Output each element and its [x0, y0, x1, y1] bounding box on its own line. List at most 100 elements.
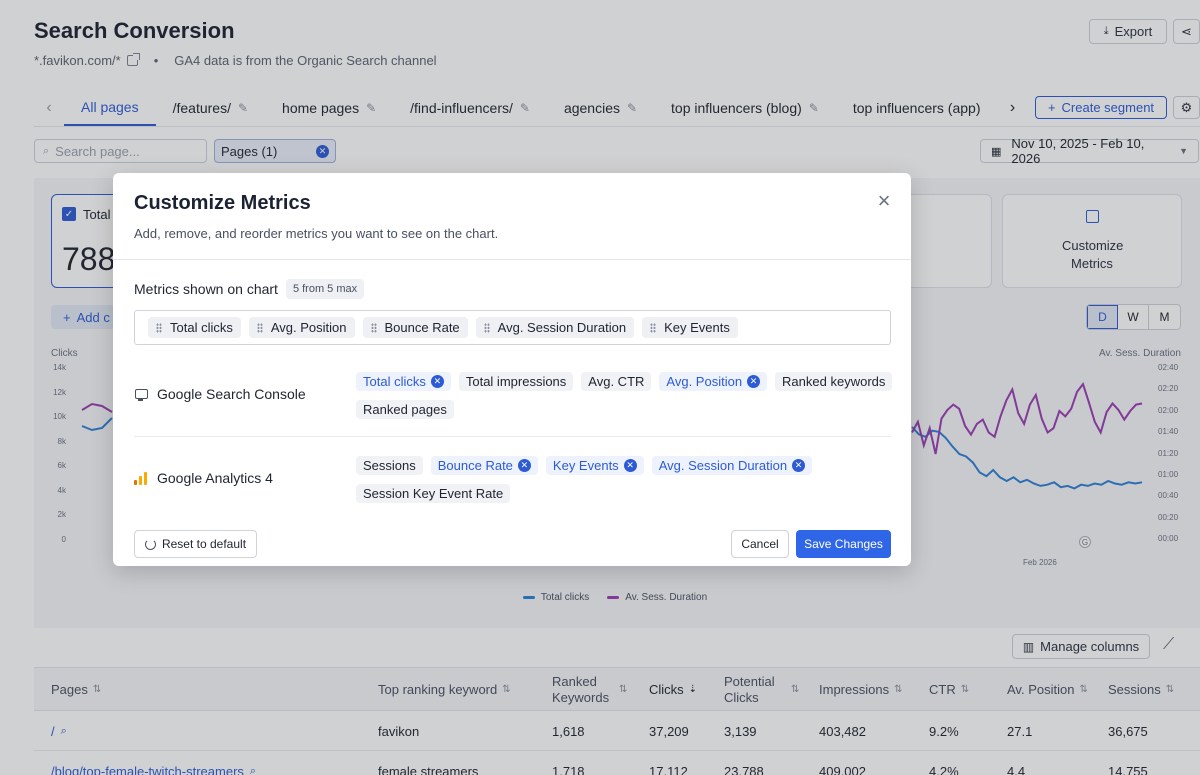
create-segment-button[interactable]: + Create segment [1035, 96, 1167, 119]
sort-icon[interactable]: ⇅ [502, 684, 511, 695]
export-button[interactable]: ⤓ Export [1089, 19, 1167, 44]
sort-icon[interactable]: ⇅ [92, 684, 102, 695]
manage-columns-label: Manage columns [1040, 639, 1140, 654]
save-changes-button[interactable]: Save Changes [796, 530, 891, 558]
drag-handle-icon[interactable] [483, 322, 490, 333]
remove-metric-icon[interactable]: ✕ [792, 459, 806, 472]
sort-icon[interactable]: ⇅ [1165, 684, 1175, 695]
sort-icon[interactable]: ⇅ [960, 684, 970, 695]
metrics-order-list: Total clicks Avg. Position Bounce Rate A… [134, 310, 891, 345]
columns-icon: ▥ [1022, 639, 1035, 654]
close-icon[interactable]: × [877, 188, 891, 213]
sort-icon[interactable]: ⇅ [894, 684, 903, 695]
pages-filter-chip[interactable]: Pages (1) ✕ [214, 139, 336, 163]
column-header-potential-clicks[interactable]: Potential Clicks ⇅ [724, 668, 799, 712]
drag-handle-icon[interactable] [650, 322, 657, 333]
tab-top-influencers-blog[interactable]: top influencers (blog) ✎ [654, 90, 836, 126]
granularity-month[interactable]: M [1159, 310, 1170, 324]
legend-item-sess-duration[interactable]: Av. Sess. Duration [607, 592, 707, 603]
add-comparison-button[interactable]: + Add c [51, 305, 116, 329]
axis-tick-label: 00:20 [1158, 512, 1179, 522]
ordered-metric-chip[interactable]: Total clicks [148, 317, 241, 338]
column-header-ranked-keywords[interactable]: Ranked Keywords ⇅ [552, 668, 627, 712]
manage-columns-button[interactable]: ▥ Manage columns [1012, 634, 1150, 659]
pencil-icon[interactable]: ✎ [366, 101, 377, 115]
metric-chip[interactable]: Ranked keywords [775, 372, 893, 391]
search-icon[interactable]: ⌕ [249, 764, 257, 775]
potential-cell: 3,139 [724, 723, 757, 739]
search-icon[interactable]: ⌕ [60, 724, 67, 737]
metric-chip[interactable]: Key Events ✕ [545, 456, 644, 475]
ordered-metric-chip[interactable]: Bounce Rate [362, 317, 468, 338]
remove-metric-icon[interactable]: ✕ [517, 459, 531, 472]
date-range-picker[interactable]: ▦ Nov 10, 2025 - Feb 10, 2026 ▼ [980, 136, 1199, 166]
cancel-button[interactable]: Cancel [731, 530, 789, 558]
column-label: Sessions [1108, 682, 1161, 697]
tab-features[interactable]: /features/ ✎ [156, 90, 265, 126]
tab-find-influencers[interactable]: /find-influencers/ ✎ [393, 90, 547, 126]
table-row[interactable]: / ⌕ favikon 1,618 37,209 3,139 403,482 9.… [34, 711, 1200, 751]
external-link-icon[interactable] [126, 53, 140, 66]
metric-chip[interactable]: Total impressions [458, 372, 574, 391]
granularity-week[interactable]: W [1118, 305, 1149, 329]
pencil-icon[interactable]: ✎ [237, 101, 249, 115]
metric-chip[interactable]: Sessions [356, 456, 423, 475]
metric-chip[interactable]: Bounce Rate ✕ [430, 456, 538, 475]
metric-chip[interactable]: Session Key Event Rate [356, 484, 511, 503]
remove-metric-icon[interactable]: ✕ [747, 375, 761, 388]
page-link[interactable]: / ⌕ [51, 711, 67, 751]
pencil-icon[interactable]: ✎ [626, 101, 638, 115]
legend-item-total-clicks[interactable]: Total clicks [522, 592, 589, 603]
pencil-icon[interactable]: ✎ [808, 101, 819, 115]
reset-to-default-button[interactable]: Reset to default [134, 530, 257, 558]
column-header-sessions[interactable]: Sessions ⇅ [1108, 668, 1174, 712]
sort-icon[interactable]: ⇅ [619, 684, 628, 695]
metric-chip[interactable]: Ranked pages [356, 400, 454, 419]
ordered-metric-chip[interactable]: Avg. Position [248, 317, 355, 338]
remove-metric-icon[interactable]: ✕ [623, 459, 637, 472]
modal-title: Customize Metrics [134, 192, 311, 214]
metric-chip[interactable]: Avg. Position ✕ [659, 372, 768, 391]
column-header-pages[interactable]: Pages ⇅ [51, 668, 101, 712]
column-header-ctr[interactable]: CTR ⇅ [929, 668, 969, 712]
column-header-av-position[interactable]: Av. Position ⇅ [1007, 668, 1088, 712]
tabs-left-arrow-icon[interactable]: ‹ [46, 99, 52, 116]
tab-top-influencers-app[interactable]: top influencers (app) [836, 90, 998, 126]
metric-card-total-clicks[interactable]: ✓ Total 788 [51, 194, 121, 288]
drag-handle-icon[interactable] [370, 322, 377, 333]
granularity-day[interactable]: D [1087, 305, 1118, 329]
clear-filter-icon[interactable]: ✕ [316, 144, 329, 158]
ordered-metric-chip[interactable]: Key Events [642, 317, 738, 338]
ordered-metric-chip[interactable]: Avg. Session Duration [475, 317, 635, 338]
metric-chip[interactable]: Total clicks ✕ [356, 372, 451, 391]
chart-toggle-icon[interactable]: ⟋ [1163, 636, 1175, 653]
sort-icon[interactable]: ⇅ [1079, 684, 1088, 695]
search-page-input[interactable]: ⌕ Search page... [34, 139, 207, 163]
tab-agencies[interactable]: agencies ✎ [547, 90, 654, 126]
page-link[interactable]: /blog/top-female-twitch-streamers ⌕ [51, 751, 256, 775]
tab-home-pages[interactable]: home pages ✎ [265, 90, 393, 126]
sort-icon[interactable]: ⇅ [791, 684, 800, 695]
metric-card[interactable] [905, 194, 992, 288]
column-header-clicks[interactable]: Clicks ⇣ [649, 668, 697, 712]
checkbox-checked-icon[interactable]: ✓ [62, 207, 76, 221]
tab-all-pages[interactable]: All pages [64, 90, 156, 126]
tab-label: top influencers (app) [852, 100, 981, 116]
drag-handle-icon[interactable] [156, 322, 162, 333]
metric-chip[interactable]: Avg. CTR [581, 372, 652, 391]
column-label: Impressions [819, 682, 890, 697]
metric-chip[interactable]: Avg. Session Duration ✕ [651, 456, 813, 475]
remove-metric-icon[interactable]: ✕ [430, 375, 444, 388]
google-update-marker[interactable]: G [1079, 536, 1091, 548]
pencil-icon[interactable]: ✎ [519, 101, 530, 115]
sort-desc-icon[interactable]: ⇣ [688, 684, 698, 695]
session-duration-line [911, 381, 1143, 455]
drag-handle-icon[interactable] [256, 322, 263, 333]
create-segment-label: Create segment [1061, 100, 1155, 115]
column-header-impressions[interactable]: Impressions ⇅ [819, 668, 902, 712]
customize-metrics-card[interactable]: Customize Metrics [1002, 194, 1182, 288]
tabs-right-arrow-icon[interactable]: › [1009, 99, 1016, 116]
axis-tick-label: 01:40 [1158, 427, 1179, 437]
column-header-keyword[interactable]: Top ranking keyword ⇅ [378, 668, 511, 712]
table-row[interactable]: /blog/top-female-twitch-streamers ⌕ femal… [34, 751, 1200, 775]
